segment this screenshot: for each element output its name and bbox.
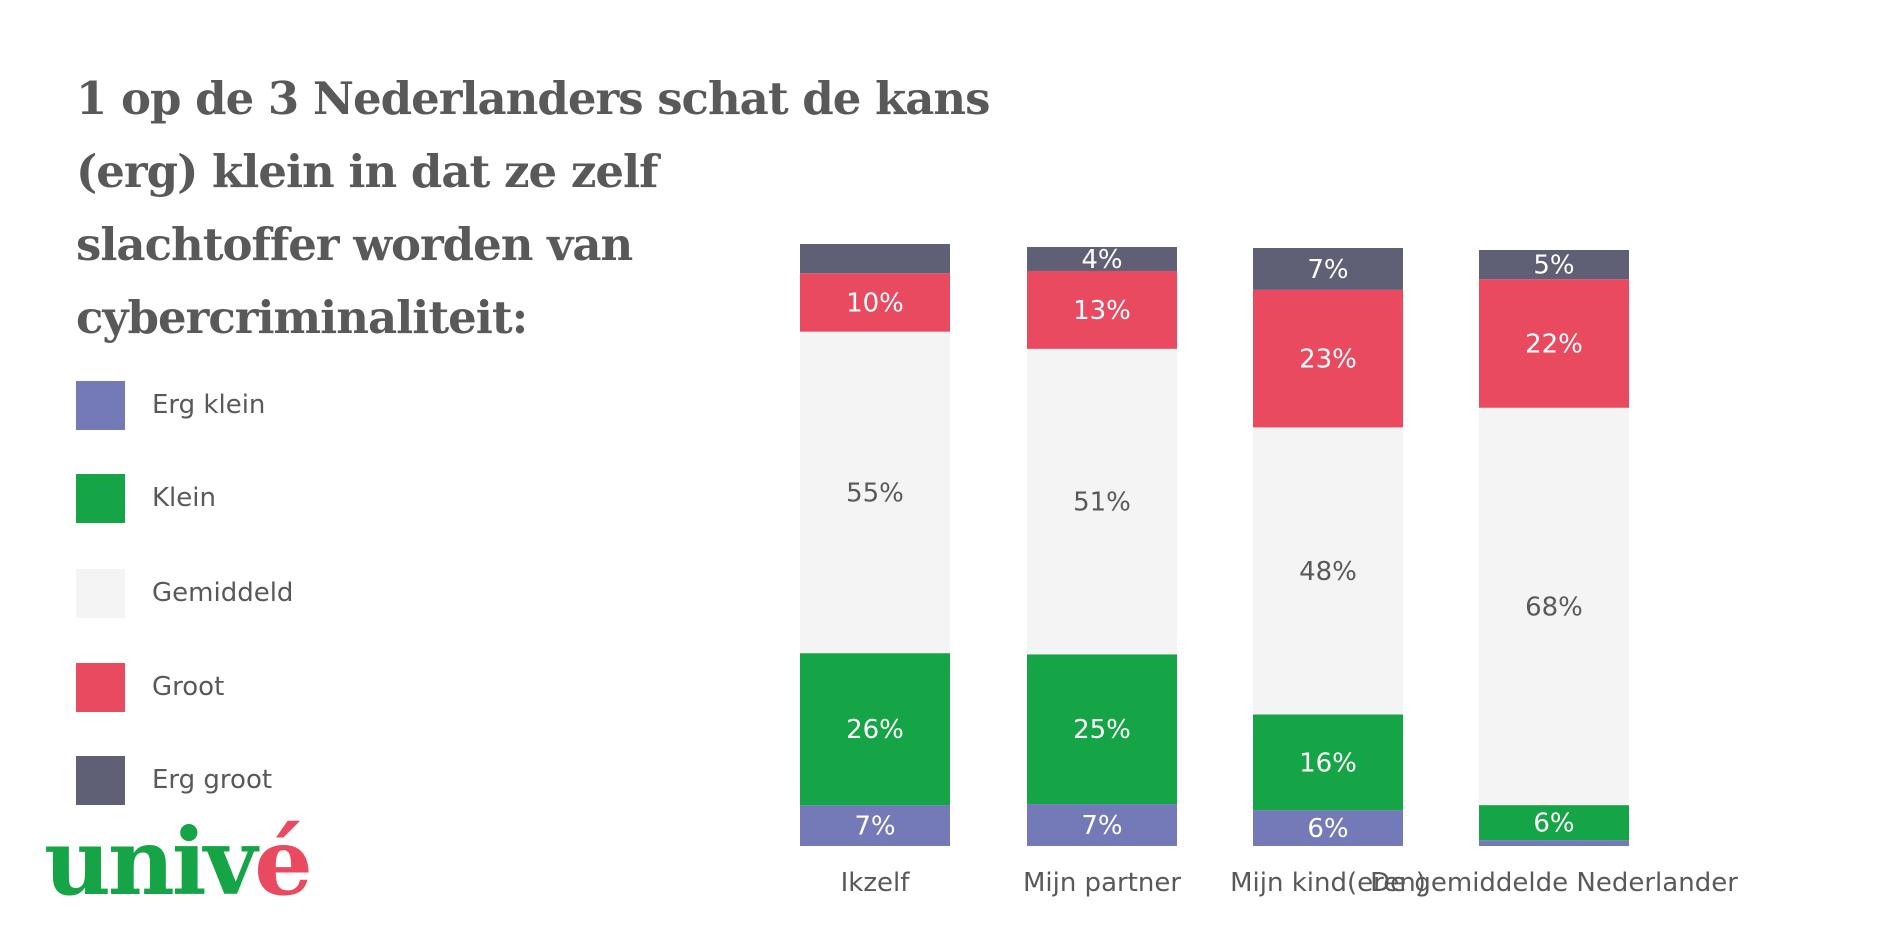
bar-segment <box>1253 427 1403 715</box>
legend-swatch <box>76 569 125 618</box>
legend-swatch <box>76 381 125 430</box>
data-label: 25% <box>1073 715 1131 745</box>
bar-segment <box>1479 407 1629 806</box>
legend-label: Klein <box>152 483 216 513</box>
bar-segment <box>1253 289 1403 428</box>
bar-segment <box>1027 804 1177 846</box>
unive-logo: univé <box>44 812 313 912</box>
data-label: 6% <box>1533 809 1574 839</box>
legend-item-groot: Groot <box>76 663 476 712</box>
bar-segment <box>1027 654 1177 805</box>
x-tick-label: Ikzelf <box>841 868 911 898</box>
data-label: 7% <box>854 812 895 842</box>
data-label: 26% <box>846 715 904 745</box>
bar-segment <box>800 331 950 654</box>
data-label: 51% <box>1073 488 1131 518</box>
data-label: 10% <box>846 288 904 318</box>
bar-segment <box>1027 270 1177 349</box>
legend-swatch <box>76 474 125 523</box>
data-label: 6% <box>1307 814 1348 844</box>
legend-label: Gemiddeld <box>152 578 294 608</box>
title-line: 1 op de 3 Nederlanders schat de kans <box>76 72 990 125</box>
x-tick-label: De gemiddelde Nederlander <box>1370 868 1738 898</box>
data-label: 48% <box>1299 557 1357 587</box>
legend-label: Erg groot <box>152 765 273 795</box>
data-label: 7% <box>1307 255 1348 285</box>
bar-segment <box>1253 248 1403 290</box>
bar-segment <box>1479 805 1629 841</box>
legend-item-erg-klein: Erg klein <box>76 381 476 430</box>
data-label: 5% <box>1533 251 1574 281</box>
bar-segment <box>800 653 950 806</box>
title-line: cybercriminaliteit: <box>76 291 528 344</box>
legend-swatch <box>76 663 125 712</box>
bar-segment <box>800 273 950 332</box>
chart-title: 1 op de 3 Nederlanders schat de kans (er… <box>76 62 1076 354</box>
bar-segment <box>800 805 950 846</box>
data-label: 16% <box>1299 748 1357 778</box>
logo-accent: é <box>254 808 313 916</box>
legend-item-erg-groot: Erg groot <box>76 756 476 805</box>
x-tick-label: Mijn kind(eren) <box>1230 868 1426 898</box>
legend-swatch <box>76 756 125 805</box>
legend-item-klein: Klein <box>76 474 476 523</box>
bar-segment <box>1479 840 1629 846</box>
data-label: 13% <box>1073 296 1131 326</box>
bar-segment <box>1479 250 1629 280</box>
title-line: (erg) klein in dat ze zelf <box>76 145 658 198</box>
bar-segment <box>1253 714 1403 811</box>
legend-label: Erg klein <box>152 390 266 420</box>
logo-text: univ <box>44 808 257 916</box>
data-label: 7% <box>1081 811 1122 841</box>
data-label: 68% <box>1525 592 1583 622</box>
bar-segment <box>800 244 950 274</box>
bar-segment <box>1479 279 1629 408</box>
data-label: 55% <box>846 478 904 508</box>
bar-segment <box>1253 810 1403 846</box>
data-label: 4% <box>1081 245 1122 275</box>
bar-segment <box>1027 348 1177 655</box>
data-label: 23% <box>1299 345 1357 375</box>
data-label: 22% <box>1525 329 1583 359</box>
legend-label: Groot <box>152 672 225 702</box>
legend-item-gemiddeld: Gemiddeld <box>76 569 476 618</box>
bar-segment <box>1027 247 1177 271</box>
title-line: slachtoffer worden van <box>76 218 633 271</box>
x-tick-label: Mijn partner <box>1023 868 1181 898</box>
